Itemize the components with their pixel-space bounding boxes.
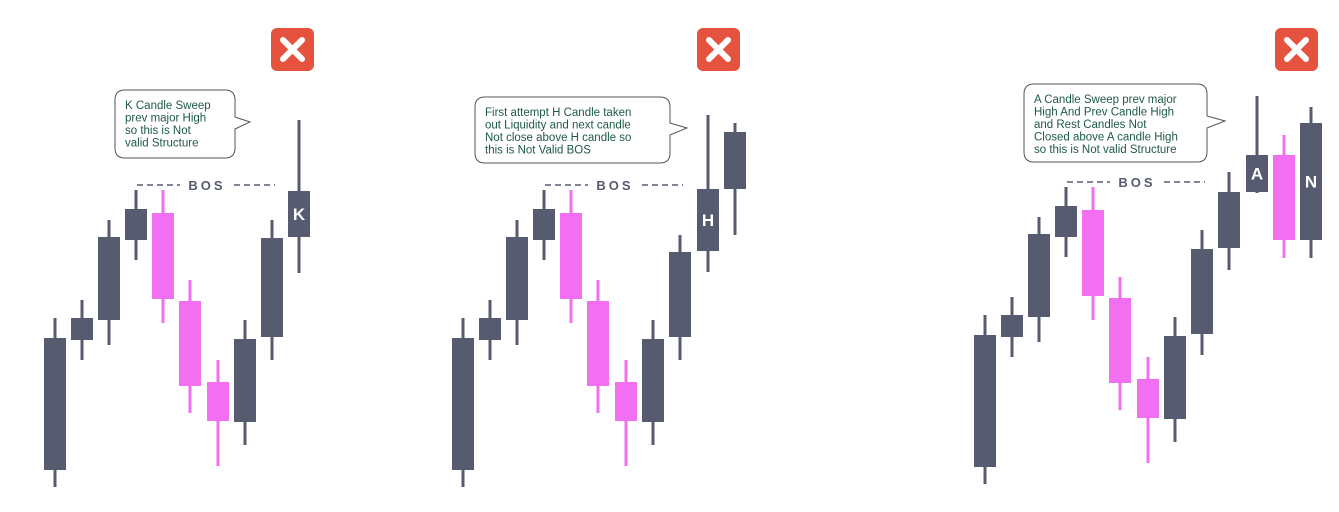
callout-text: First attempt H Candle taken xyxy=(485,107,631,119)
candle-body xyxy=(1109,298,1131,383)
candle-body xyxy=(1273,155,1295,240)
candle-body xyxy=(452,338,474,470)
candle-body xyxy=(125,209,147,240)
bos-label: BOS xyxy=(1118,175,1155,190)
invalid-cross xyxy=(280,37,305,62)
callout-text: A Candle Sweep prev major xyxy=(1034,94,1177,106)
callout-text: so this is Not valid Structure xyxy=(1034,144,1177,156)
candle-body xyxy=(1164,336,1186,419)
candle-body xyxy=(98,237,120,320)
candle-body xyxy=(1218,192,1240,248)
bos-label: BOS xyxy=(596,178,633,193)
candle-body xyxy=(1137,379,1159,418)
callout-text: out Liquidity and next candle xyxy=(485,120,631,132)
candle-body xyxy=(179,301,201,386)
candle-body xyxy=(615,382,637,421)
candle-label: H xyxy=(702,211,714,230)
callout-text: K Candle Sweep xyxy=(125,100,211,112)
candle-body xyxy=(71,318,93,340)
callout-text: High And Prev Candle High xyxy=(1034,107,1174,119)
candle-body xyxy=(479,318,501,340)
candle-body xyxy=(1055,206,1077,237)
candle-body xyxy=(1246,155,1268,192)
callout-bubble xyxy=(114,89,252,159)
callout-bubble xyxy=(1023,83,1227,163)
candle-body xyxy=(724,132,746,189)
candle-body xyxy=(642,339,664,422)
candle-body xyxy=(1001,315,1023,337)
candle-body xyxy=(1300,123,1322,240)
callout-bubble xyxy=(474,96,689,164)
candle-body xyxy=(697,189,719,251)
callout-text: Not close above H candle so xyxy=(485,132,631,144)
candle-body xyxy=(1028,234,1050,317)
candle-body xyxy=(44,338,66,470)
callout-text: so this is Not xyxy=(125,125,192,137)
candle-body xyxy=(587,301,609,386)
candle-body xyxy=(234,339,256,422)
candle-label: N xyxy=(1305,173,1317,192)
callout-text: this is Not Valid BOS xyxy=(485,145,591,157)
candle-body xyxy=(974,335,996,467)
candle-body xyxy=(288,191,310,237)
candle-body xyxy=(506,237,528,320)
candle-label: A xyxy=(1251,165,1263,184)
candle-body xyxy=(207,382,229,421)
candle-body xyxy=(560,213,582,299)
candle-body xyxy=(669,252,691,337)
callout-text: valid Structure xyxy=(125,138,199,150)
candle-body xyxy=(533,209,555,240)
callout-text: Closed above A candle High xyxy=(1034,132,1178,144)
callout-text: and Rest Candles Not xyxy=(1034,119,1147,131)
candle-body xyxy=(1082,210,1104,296)
candle-body xyxy=(261,238,283,337)
candle-body xyxy=(1191,249,1213,334)
callout-text: prev major High xyxy=(125,113,206,125)
invalid-cross xyxy=(1284,37,1309,62)
candle-label: K xyxy=(293,205,306,224)
invalid-cross xyxy=(706,37,731,62)
candle-body xyxy=(152,213,174,299)
bos-label: BOS xyxy=(188,178,225,193)
